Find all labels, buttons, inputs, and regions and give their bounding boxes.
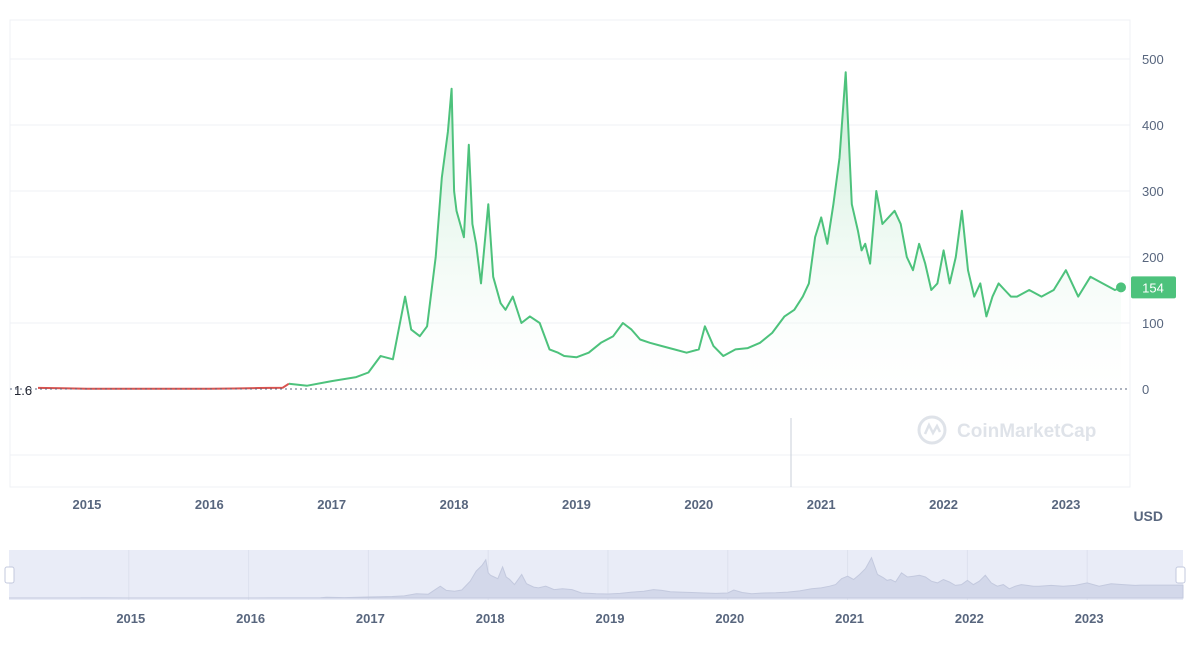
range-navigator[interactable]: 2015 2016 2017 2018 2019 2020 2021 2022 2023 [4, 550, 1186, 626]
x-tick-label: 2022 [929, 497, 958, 512]
x-axis-ticks: 2015 2016 2017 2018 2019 2020 2021 2022 2023 [72, 497, 1080, 512]
coinmarketcap-logo-wave [923, 422, 942, 436]
x-tick-label: 2021 [807, 497, 836, 512]
navigator-left-handle[interactable] [4, 566, 15, 584]
navigator-tick-label: 2020 [715, 611, 744, 626]
price-line-main [288, 71, 1122, 387]
y-axis-ticks: 0 100 200 300 400 500 [1142, 52, 1164, 397]
current-price-label: 154 [1142, 280, 1164, 295]
y-tick-label: 200 [1142, 250, 1164, 265]
price-area-fill [38, 72, 1121, 389]
navigator-tick-label: 2015 [116, 611, 145, 626]
current-price-dot [1116, 282, 1126, 293]
x-tick-label: 2017 [317, 497, 346, 512]
y-tick-label: 300 [1142, 184, 1164, 199]
navigator-tick-label: 2016 [236, 611, 265, 626]
price-line [37, 71, 1122, 390]
y-tick-label: 0 [1142, 382, 1149, 397]
coinmarketcap-logo-icon [917, 415, 947, 445]
y-tick-label: 400 [1142, 118, 1164, 133]
navigator-tick-label: 2022 [955, 611, 984, 626]
navigator-right-handle[interactable] [1175, 566, 1186, 584]
price-line-early [37, 382, 290, 390]
plot-frame [9, 19, 1131, 488]
x-tick-label: 2016 [195, 497, 224, 512]
x-tick-label: 2023 [1051, 497, 1080, 512]
first-price-label: 1.6 [14, 383, 32, 398]
y-tick-label: 500 [1142, 52, 1164, 67]
x-tick-label: 2019 [562, 497, 591, 512]
current-price-tag [1131, 276, 1176, 299]
navigator-tick-label: 2019 [596, 611, 625, 626]
navigator-tick-label: 2021 [835, 611, 864, 626]
navigator-area [9, 556, 1184, 599]
navigator-tick-label: 2023 [1075, 611, 1104, 626]
currency-label: USD [1133, 508, 1163, 524]
x-tick-label: 2015 [72, 497, 101, 512]
navigator-ticks: 2015 2016 2017 2018 2019 2020 2021 2022 2023 [116, 611, 1103, 626]
x-tick-label: 2018 [440, 497, 469, 512]
x-tick-label: 2020 [684, 497, 713, 512]
navigator-tick-label: 2017 [356, 611, 385, 626]
coinmarketcap-watermark: CoinMarketCap [917, 415, 1096, 445]
watermark-text: CoinMarketCap [957, 421, 1096, 442]
y-tick-label: 100 [1142, 316, 1164, 331]
price-area [38, 72, 1121, 389]
navigator-tick-label: 2018 [476, 611, 505, 626]
